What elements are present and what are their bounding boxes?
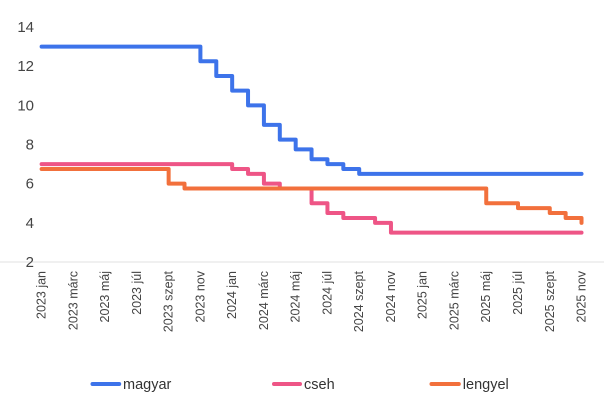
svg-text:2025 nov: 2025 nov [575, 270, 589, 322]
svg-text:2023 szept: 2023 szept [162, 270, 176, 332]
svg-text:2025 szept: 2025 szept [543, 270, 557, 332]
svg-text:2025 márc: 2025 márc [447, 271, 461, 330]
svg-text:2: 2 [26, 254, 34, 271]
svg-text:2025 júl: 2025 júl [511, 271, 525, 315]
svg-text:2025 máj: 2025 máj [479, 271, 493, 322]
svg-text:2023 máj: 2023 máj [98, 271, 112, 322]
svg-text:2024 nov: 2024 nov [384, 270, 398, 322]
svg-text:2023 márc: 2023 márc [66, 271, 80, 330]
svg-text:2024 máj: 2024 máj [289, 271, 303, 322]
svg-text:cseh: cseh [304, 377, 335, 393]
svg-text:8: 8 [26, 137, 34, 154]
svg-text:6: 6 [26, 176, 34, 193]
svg-text:2023 jan: 2023 jan [35, 271, 49, 319]
svg-text:2023 júl: 2023 júl [130, 271, 144, 315]
svg-text:2024 jan: 2024 jan [225, 271, 239, 319]
svg-text:magyar: magyar [123, 377, 172, 393]
svg-text:12: 12 [17, 58, 34, 75]
svg-text:2023 nov: 2023 nov [193, 270, 207, 322]
svg-text:2024 márc: 2024 márc [257, 271, 271, 330]
svg-text:2025 jan: 2025 jan [416, 271, 430, 319]
svg-text:4: 4 [26, 215, 34, 232]
svg-text:14: 14 [17, 19, 34, 36]
svg-text:2024 szept: 2024 szept [352, 270, 366, 332]
svg-text:lengyel: lengyel [463, 377, 509, 393]
svg-text:10: 10 [17, 97, 34, 114]
svg-text:2024 júl: 2024 júl [320, 271, 334, 315]
